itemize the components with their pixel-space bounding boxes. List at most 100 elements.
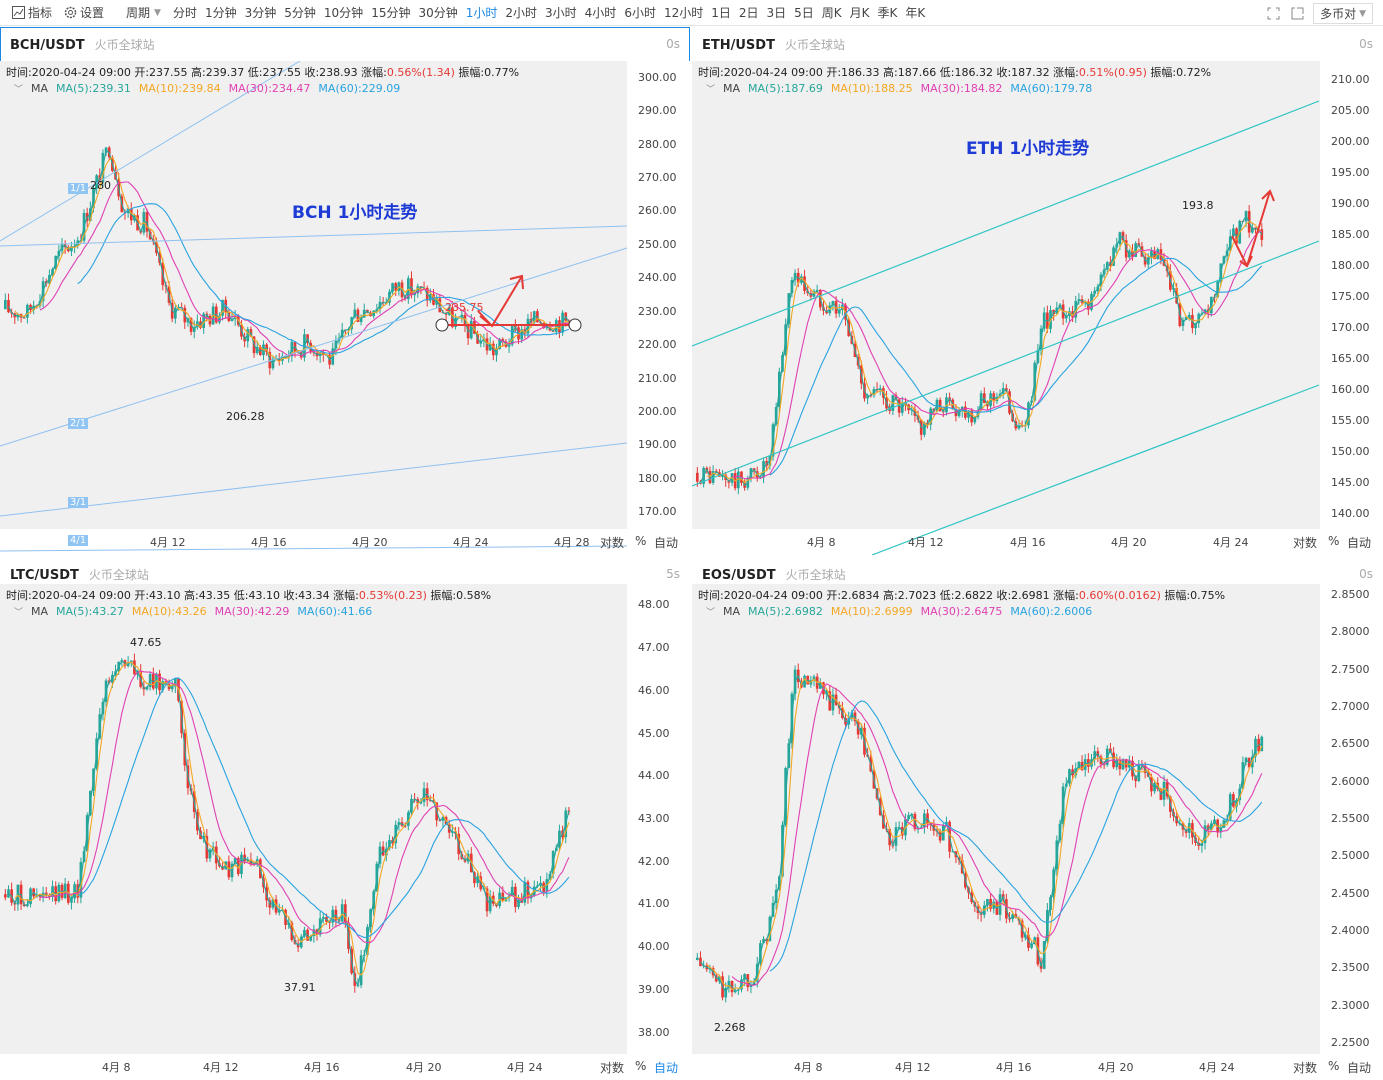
percent-toggle[interactable]: %: [635, 534, 647, 548]
gann-fan-line: [0, 545, 628, 552]
period-17[interactable]: 周K: [821, 6, 842, 20]
chart-panel-ltc-usdt[interactable]: LTC/USDT 火币全球站 5s 48.00 47.00 46.00 45.00 44…: [0, 557, 690, 1080]
period-7[interactable]: 1小时: [465, 6, 498, 20]
y-tick-label: 195.00: [1331, 165, 1370, 179]
settings-button[interactable]: 设置: [64, 4, 104, 21]
ma60-line: [769, 257, 1263, 476]
gann-fan-line: [0, 442, 628, 517]
x-tick-label: 4月 20: [1111, 536, 1147, 549]
x-tick-label: 4月 28: [554, 536, 590, 549]
ma30-value: MA(30):184.82: [920, 82, 1003, 95]
info-close: 收:187.32: [996, 66, 1050, 79]
period-15[interactable]: 3日: [766, 6, 787, 20]
candle: [919, 419, 923, 441]
percent-toggle[interactable]: %: [635, 1059, 647, 1073]
chart-area[interactable]: 210.00 205.00 200.00 195.00 190.00 185.00 180.…: [692, 61, 1383, 555]
log-toggle[interactable]: 对数: [1293, 536, 1318, 550]
y-tick-label: 155.00: [1331, 413, 1370, 427]
period-12[interactable]: 12小时: [663, 6, 704, 20]
period-11[interactable]: 6小时: [624, 6, 656, 20]
chart-panel-eos-usdt[interactable]: EOS/USDT 火币全球站 0s 2.8500 2.8000 2.7500 2.70…: [692, 557, 1383, 1080]
percent-toggle[interactable]: %: [1328, 534, 1340, 548]
ma10-value: MA(10):2.6999: [830, 605, 913, 618]
period-18[interactable]: 月K: [849, 6, 870, 20]
layout-icon[interactable]: [1289, 6, 1305, 22]
info-time: 时间:2020-04-24 09:00: [6, 589, 131, 602]
period-20[interactable]: 年K: [905, 6, 926, 20]
chart-annotation-title: ETH 1小时走势: [966, 139, 1090, 159]
symbol-label[interactable]: BCH/USDT: [10, 38, 85, 53]
auto-toggle[interactable]: 自动: [1347, 1061, 1372, 1075]
period-13[interactable]: 1日: [711, 6, 731, 20]
period-5[interactable]: 15分钟: [371, 6, 411, 20]
period-14[interactable]: 2日: [738, 6, 759, 20]
y-tick-label: 41.00: [638, 897, 670, 911]
auto-toggle[interactable]: 自动: [1347, 536, 1372, 550]
symbol-label[interactable]: EOS/USDT: [702, 568, 776, 583]
period-16[interactable]: 5日: [794, 6, 814, 20]
log-toggle[interactable]: 对数: [600, 1061, 625, 1075]
refresh-timer: 0s: [666, 37, 680, 51]
ma-indicator-label[interactable]: MA: [723, 605, 741, 618]
fullscreen-icon[interactable]: [1265, 6, 1281, 22]
chart-area[interactable]: 300.00 290.00 280.00 270.00 260.00 250.00 240.…: [0, 61, 690, 555]
period-dropdown[interactable]: 周期 ▼: [126, 4, 161, 21]
x-tick-label: 4月 20: [1098, 1061, 1134, 1074]
price-annotation-low: 37.91: [284, 981, 316, 994]
percent-toggle[interactable]: %: [1328, 1059, 1340, 1073]
period-10[interactable]: 4小时: [584, 6, 617, 20]
ma-indicator-label[interactable]: MA: [31, 82, 49, 95]
auto-toggle[interactable]: 自动: [654, 536, 679, 550]
ma-indicator-label[interactable]: MA: [31, 605, 49, 618]
period-4[interactable]: 10分钟: [323, 6, 364, 20]
y-tick-label: 2.8000: [1331, 625, 1370, 639]
y-tick-label: 170.00: [1331, 320, 1370, 334]
indicators-label: 指标: [28, 6, 53, 20]
price-chart: [692, 584, 1383, 1080]
symbol-label[interactable]: LTC/USDT: [10, 568, 79, 583]
info-amplitude: 振幅:0.77%: [458, 66, 520, 79]
chart-panel-eth-usdt[interactable]: ETH/USDT 火币全球站 0s 210.00 205.00 200.00 195.…: [692, 27, 1383, 555]
indicators-button[interactable]: 指标: [12, 4, 52, 21]
period-9[interactable]: 3小时: [545, 6, 577, 20]
ma60-line: [769, 700, 1263, 972]
symbol-label[interactable]: ETH/USDT: [702, 38, 775, 53]
collapse-icon[interactable]: ﹀: [14, 608, 24, 618]
period-19[interactable]: 季K: [877, 6, 898, 20]
log-toggle[interactable]: 对数: [1293, 1061, 1318, 1075]
auto-toggle[interactable]: 自动: [654, 1061, 679, 1075]
y-tick-label: 47.00: [638, 641, 670, 655]
chart-area[interactable]: 2.8500 2.8000 2.7500 2.7000 2.6500 2.6000 2.55…: [692, 584, 1383, 1080]
period-8[interactable]: 2小时: [505, 6, 538, 20]
channel-line: [692, 240, 1320, 487]
refresh-timer: 0s: [1359, 567, 1373, 581]
price-chart: [0, 61, 690, 555]
y-tick-label: 45.00: [638, 726, 670, 740]
ohlc-info: 时间:2020-04-24 09:00 开:2.6834 高:2.7023 低:…: [698, 587, 1225, 603]
candle: [372, 310, 376, 319]
y-tick-label: 150.00: [1331, 444, 1370, 458]
multi-coin-dropdown[interactable]: 多币对 ▼: [1313, 3, 1373, 24]
period-1[interactable]: 1分钟: [204, 6, 237, 20]
log-toggle[interactable]: 对数: [600, 536, 625, 550]
chart-panel-bch-usdt[interactable]: BCH/USDT 火币全球站 0s 300.00 290.00 280.00 270.…: [0, 27, 690, 555]
ma10-value: MA(10):188.25: [830, 82, 913, 95]
y-tick-label: 2.4000: [1331, 923, 1370, 937]
info-close: 收:43.34: [283, 589, 330, 602]
ma60-value: MA(60):229.09: [318, 82, 401, 95]
ma10-line: [706, 677, 1263, 991]
y-tick-label: 170.00: [638, 505, 677, 519]
chart-area[interactable]: 48.00 47.00 46.00 45.00 44.00 43.00 42.00 41.00…: [0, 584, 690, 1080]
ma-indicator-label[interactable]: MA: [723, 82, 741, 95]
period-0[interactable]: 分时: [172, 6, 197, 20]
collapse-icon[interactable]: ﹀: [706, 85, 716, 95]
period-6[interactable]: 30分钟: [418, 6, 458, 20]
y-tick-label: 2.5500: [1331, 812, 1370, 825]
period-2[interactable]: 3分钟: [244, 6, 277, 20]
settings-label: 设置: [80, 6, 105, 20]
ma60-value: MA(60):41.66: [297, 605, 373, 618]
candle: [4, 888, 7, 901]
collapse-icon[interactable]: ﹀: [706, 608, 716, 618]
collapse-icon[interactable]: ﹀: [14, 85, 24, 95]
period-3[interactable]: 5分钟: [284, 6, 316, 20]
